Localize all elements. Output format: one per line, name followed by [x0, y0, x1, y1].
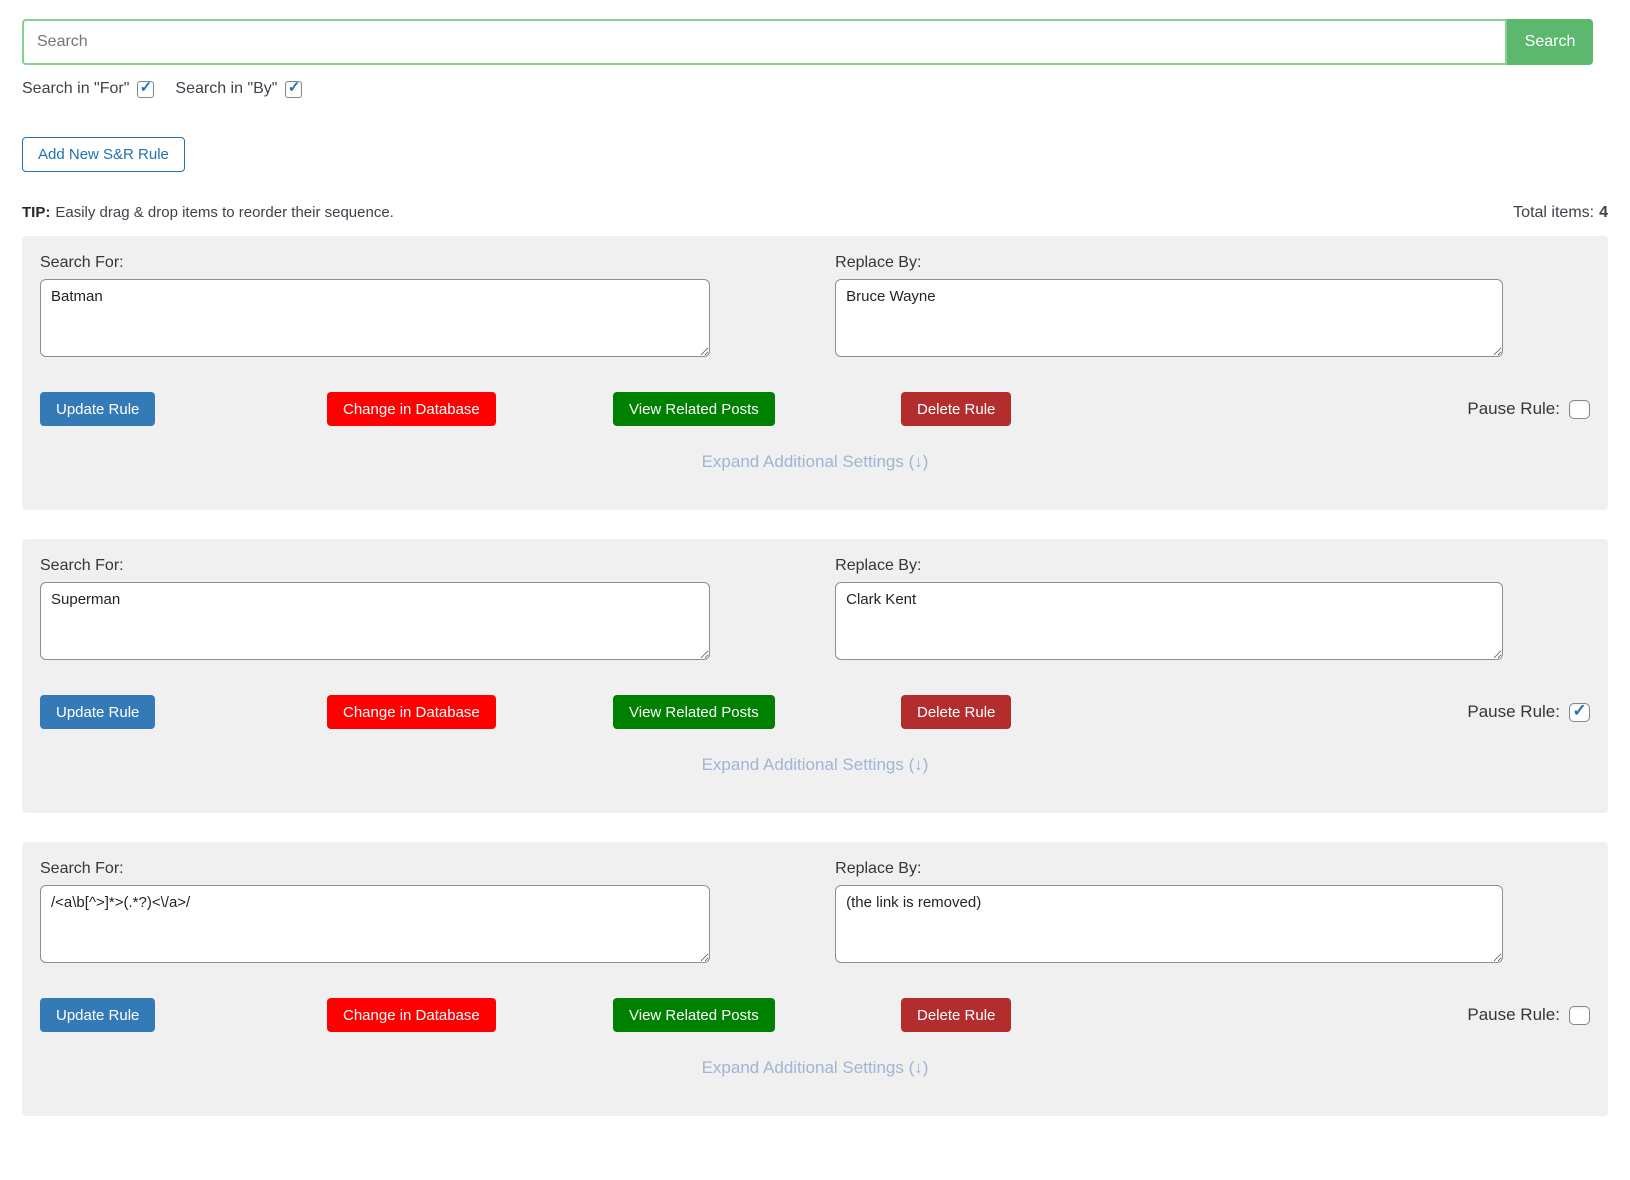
search-for-field: Search For: /<a\b[^>]*>(.*?)<\/a>/ [40, 860, 710, 968]
replace-by-field: Replace By: Clark Kent [835, 557, 1504, 665]
total-items-value: 4 [1599, 204, 1608, 221]
search-bar: Search [22, 19, 1593, 65]
view-related-posts-button[interactable]: View Related Posts [613, 998, 775, 1032]
search-for-textarea[interactable]: Batman [40, 279, 710, 357]
update-rule-button[interactable]: Update Rule [40, 392, 156, 426]
search-for-label: Search For: [40, 860, 124, 877]
tip-text: TIP: Easily drag & drop items to reorder… [22, 204, 394, 221]
update-rule-button[interactable]: Update Rule [40, 695, 156, 729]
search-in-for-label: Search in "For" [22, 80, 130, 97]
pause-rule-checkbox[interactable] [1569, 399, 1590, 419]
pause-rule-label: Pause Rule: [1467, 1005, 1560, 1024]
change-in-database-button[interactable]: Change in Database [327, 392, 496, 426]
replace-by-field: Replace By: Bruce Wayne [835, 254, 1504, 362]
search-in-for-checkbox[interactable] [137, 80, 155, 98]
change-in-database-button[interactable]: Change in Database [327, 695, 496, 729]
replace-by-textarea[interactable]: (the link is removed) [835, 885, 1504, 963]
rule-fields: Search For: /<a\b[^>]*>(.*?)<\/a>/ Repla… [40, 860, 1590, 968]
search-for-label: Search For: [40, 254, 124, 271]
search-for-textarea[interactable]: Superman [40, 582, 710, 660]
replace-by-label: Replace By: [835, 254, 922, 271]
rule-card-3: Search For: /<a\b[^>]*>(.*?)<\/a>/ Repla… [22, 842, 1608, 1116]
expand-settings-row: Expand Additional Settings (↓) [40, 1058, 1590, 1078]
rule-actions: Update Rule Change in Database View Rela… [40, 998, 1590, 1032]
search-in-by-label: Search in "By" [175, 80, 278, 97]
rule-card-2: Search For: Superman Replace By: Clark K… [22, 539, 1608, 813]
pause-rule-control: Pause Rule: [1467, 399, 1590, 419]
tip-label: TIP: [22, 204, 51, 221]
search-in-for-option: Search in "For" [22, 80, 155, 98]
replace-by-textarea[interactable]: Clark Kent [835, 582, 1504, 660]
rule-actions: Update Rule Change in Database View Rela… [40, 392, 1590, 426]
search-for-field: Search For: Batman [40, 254, 710, 362]
search-input[interactable] [22, 19, 1507, 65]
total-items: Total items: 4 [1513, 204, 1608, 222]
replace-by-label: Replace By: [835, 557, 922, 574]
search-button[interactable]: Search [1507, 19, 1593, 65]
tip-body: Easily drag & drop items to reorder thei… [55, 204, 394, 221]
replace-by-field: Replace By: (the link is removed) [835, 860, 1504, 968]
page: Search Search in "For" Search in "By" Ad… [0, 0, 1630, 1116]
search-options: Search in "For" Search in "By" [22, 80, 1608, 98]
pause-rule-control: Pause Rule: [1467, 1005, 1590, 1025]
delete-rule-button[interactable]: Delete Rule [901, 695, 1012, 729]
search-in-by-checkbox[interactable] [285, 80, 303, 98]
view-related-posts-button[interactable]: View Related Posts [613, 392, 775, 426]
expand-additional-settings-link[interactable]: Expand Additional Settings (↓) [701, 755, 929, 774]
search-for-field: Search For: Superman [40, 557, 710, 665]
total-items-label: Total items: [1513, 204, 1595, 221]
pause-rule-checkbox[interactable] [1569, 702, 1590, 722]
rule-fields: Search For: Superman Replace By: Clark K… [40, 557, 1590, 665]
expand-additional-settings-link[interactable]: Expand Additional Settings (↓) [701, 1058, 929, 1077]
pause-rule-label: Pause Rule: [1467, 399, 1560, 418]
pause-rule-control: Pause Rule: [1467, 702, 1590, 722]
search-in-by-option: Search in "By" [175, 80, 303, 98]
rule-card-1: Search For: Batman Replace By: Bruce Way… [22, 236, 1608, 510]
expand-additional-settings-link[interactable]: Expand Additional Settings (↓) [701, 452, 929, 471]
rule-fields: Search For: Batman Replace By: Bruce Way… [40, 254, 1590, 362]
expand-settings-row: Expand Additional Settings (↓) [40, 755, 1590, 775]
pause-rule-label: Pause Rule: [1467, 702, 1560, 721]
delete-rule-button[interactable]: Delete Rule [901, 392, 1012, 426]
view-related-posts-button[interactable]: View Related Posts [613, 695, 775, 729]
rules-list: Search For: Batman Replace By: Bruce Way… [22, 236, 1608, 1116]
tip-row: TIP: Easily drag & drop items to reorder… [22, 204, 1608, 222]
search-for-label: Search For: [40, 557, 124, 574]
pause-rule-checkbox[interactable] [1569, 1005, 1590, 1025]
expand-settings-row: Expand Additional Settings (↓) [40, 452, 1590, 472]
change-in-database-button[interactable]: Change in Database [327, 998, 496, 1032]
rule-actions: Update Rule Change in Database View Rela… [40, 695, 1590, 729]
update-rule-button[interactable]: Update Rule [40, 998, 156, 1032]
delete-rule-button[interactable]: Delete Rule [901, 998, 1012, 1032]
replace-by-textarea[interactable]: Bruce Wayne [835, 279, 1504, 357]
search-for-textarea[interactable]: /<a\b[^>]*>(.*?)<\/a>/ [40, 885, 710, 963]
replace-by-label: Replace By: [835, 860, 922, 877]
add-new-rule-button[interactable]: Add New S&R Rule [22, 137, 185, 172]
